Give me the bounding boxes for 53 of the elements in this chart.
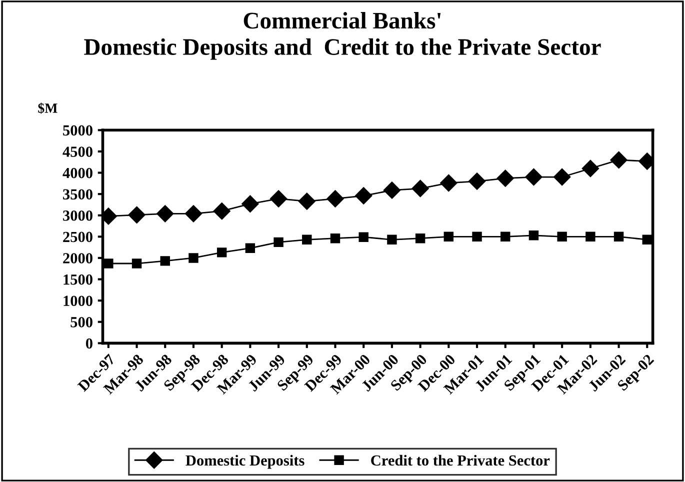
point bbox=[614, 232, 624, 242]
point bbox=[610, 151, 628, 169]
point bbox=[274, 237, 284, 248]
point bbox=[444, 232, 454, 242]
y-tick-label: 1000 bbox=[64, 296, 92, 306]
point bbox=[242, 195, 259, 212]
point bbox=[557, 232, 567, 242]
point bbox=[213, 202, 230, 220]
point bbox=[188, 253, 198, 263]
point bbox=[302, 234, 312, 245]
y-tick-label: 1500 bbox=[64, 274, 92, 285]
point bbox=[104, 258, 114, 268]
point bbox=[642, 234, 652, 245]
point bbox=[582, 160, 599, 178]
y-tick-label: 500 bbox=[70, 317, 92, 328]
legend-label: Credit to the Private Sector bbox=[371, 454, 550, 466]
point bbox=[387, 234, 397, 245]
y-tick-label: 4000 bbox=[62, 168, 92, 178]
point bbox=[468, 172, 486, 190]
y-axis-title: $M bbox=[38, 102, 58, 114]
point bbox=[440, 174, 458, 192]
y-tick-label: 2000 bbox=[63, 253, 92, 264]
legend-label: Domestic Deposits bbox=[186, 454, 304, 469]
point bbox=[358, 232, 368, 242]
point bbox=[156, 205, 174, 222]
point bbox=[525, 168, 542, 186]
point bbox=[326, 190, 344, 208]
point bbox=[496, 170, 514, 187]
point bbox=[383, 182, 401, 199]
point bbox=[270, 190, 288, 208]
point bbox=[554, 168, 571, 186]
point bbox=[500, 232, 510, 242]
y-tick-label: 0 bbox=[86, 338, 92, 349]
point bbox=[586, 232, 596, 242]
y-tick-label: 2500 bbox=[63, 232, 92, 242]
point bbox=[184, 205, 202, 222]
point bbox=[160, 256, 170, 266]
point bbox=[412, 180, 429, 198]
point bbox=[132, 258, 142, 268]
y-tick-label: 3500 bbox=[63, 189, 92, 200]
y-tick-label: 5000 bbox=[63, 125, 92, 136]
point bbox=[472, 232, 482, 242]
point bbox=[298, 192, 316, 210]
point bbox=[245, 243, 256, 254]
point bbox=[216, 248, 227, 258]
y-tick-label: 3000 bbox=[63, 210, 92, 221]
point bbox=[355, 187, 372, 204]
point bbox=[330, 234, 340, 244]
y-tick-label: 4500 bbox=[62, 146, 92, 157]
chart-title: Commercial Banks' Domestic Deposits and Credit to the Private Sector bbox=[84, 12, 601, 60]
point bbox=[128, 206, 146, 224]
point bbox=[415, 234, 426, 244]
point bbox=[528, 230, 539, 240]
